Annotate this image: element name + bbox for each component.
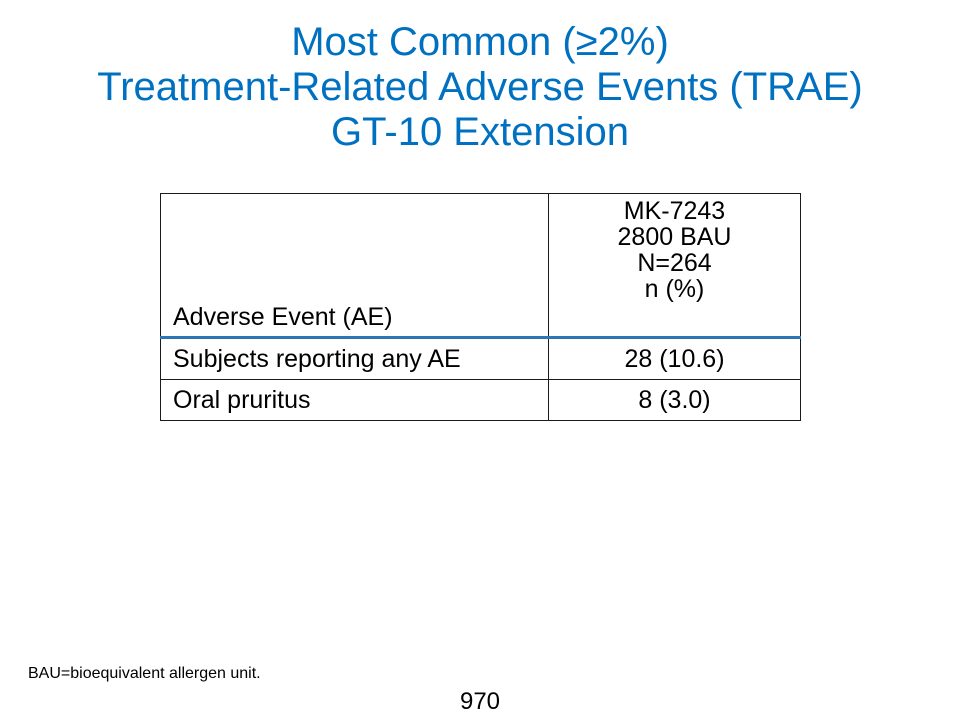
header-dose: 2800 BAU bbox=[617, 223, 732, 251]
adverse-events-table: Adverse Event (AE) MK-7243 2800 BAU N=26… bbox=[160, 193, 801, 421]
table-header-row: Adverse Event (AE) MK-7243 2800 BAU N=26… bbox=[160, 193, 801, 339]
table-row: Subjects reporting any AE 28 (10.6) bbox=[160, 337, 801, 380]
row-value: 28 (10.6) bbox=[548, 337, 801, 380]
title-line-3: GT-10 Extension bbox=[331, 110, 629, 154]
header-sample-size: N=264 bbox=[637, 249, 712, 277]
row-event: Subjects reporting any AE bbox=[160, 337, 549, 380]
row-event: Oral pruritus bbox=[160, 379, 549, 421]
title-line-2: Treatment-Related Adverse Events (TRAE) bbox=[97, 65, 863, 109]
row-value: 8 (3.0) bbox=[548, 379, 801, 421]
header-drug-name: MK-7243 bbox=[623, 197, 726, 225]
page-number: 970 bbox=[459, 688, 501, 715]
header-unit: n (%) bbox=[644, 275, 705, 303]
footnote: BAU=bioequivalent allergen unit. bbox=[28, 665, 261, 682]
header-treatment-group: MK-7243 2800 BAU N=264 n (%) bbox=[548, 193, 801, 339]
header-adverse-event: Adverse Event (AE) bbox=[160, 193, 549, 339]
title-line-1: Most Common (≥2%) bbox=[291, 20, 669, 64]
table-row: Oral pruritus 8 (3.0) bbox=[160, 379, 801, 421]
slide-title: Most Common (≥2%) Treatment-Related Adve… bbox=[0, 20, 960, 155]
